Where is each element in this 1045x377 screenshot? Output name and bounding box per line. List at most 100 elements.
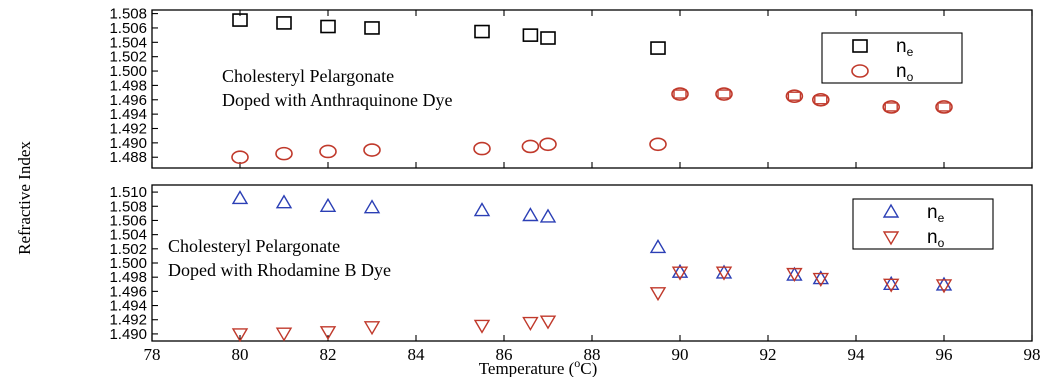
bottom-triangle-up-point xyxy=(473,202,491,217)
x-tick-label: 78 xyxy=(144,345,161,364)
bottom-legend-label-main: n xyxy=(927,227,938,248)
bottom-y-tick-label: 1.492 xyxy=(109,312,147,329)
top-y-tick-label: 1.490 xyxy=(109,135,147,152)
top-y-tick-label: 1.508 xyxy=(109,6,147,23)
bottom-triangle-down-point xyxy=(671,266,689,281)
bottom-triangle-up-point xyxy=(275,194,293,209)
top-circle-point xyxy=(715,87,733,101)
top-legend-label-sub: o xyxy=(907,70,914,84)
bottom-triangle-up-point xyxy=(522,207,539,222)
top-legend-marker xyxy=(851,64,869,78)
x-tick-label: 98 xyxy=(1024,345,1041,364)
bottom-triangle-up-point xyxy=(319,197,337,212)
top-circle-point xyxy=(539,137,557,152)
bottom-y-tick-label: 1.500 xyxy=(109,255,147,272)
bottom-y-tick-label: 1.504 xyxy=(109,227,147,244)
top-annotation-line-2: Doped with Anthraquinone Dye xyxy=(222,90,452,110)
bottom-y-tick-label: 1.510 xyxy=(109,184,147,201)
top-panel: Cholesteryl Pelargonate Doped with Anthr… xyxy=(109,6,1033,169)
top-circle-point xyxy=(785,89,804,103)
bottom-legend-label: ne xyxy=(927,202,945,225)
bottom-triangle-down-point xyxy=(812,272,830,287)
x-tick-label: 84 xyxy=(408,345,426,364)
top-y-tick-label: 1.502 xyxy=(109,49,147,66)
bottom-y-tick-label: 1.506 xyxy=(109,212,147,229)
bottom-legend-label-main: n xyxy=(927,202,938,223)
top-legend-label-main: n xyxy=(896,36,907,57)
bottom-y-tick-label: 1.496 xyxy=(109,283,147,300)
bottom-triangle-up-point xyxy=(231,190,249,205)
x-tick-label: 82 xyxy=(320,345,337,364)
top-y-tick-label: 1.494 xyxy=(109,106,147,123)
bottom-y-tick-label: 1.508 xyxy=(109,198,147,215)
x-tick-label: 96 xyxy=(936,345,953,364)
bottom-triangle-down-point xyxy=(539,315,557,330)
top-y-tick-label: 1.504 xyxy=(109,34,147,51)
top-y-tick-label: 1.488 xyxy=(109,149,147,166)
bottom-y-tick-label: 1.490 xyxy=(109,326,147,343)
bottom-triangle-up-point xyxy=(363,199,381,214)
top-circle-point xyxy=(319,144,337,159)
bottom-annotation-line-1: Cholesteryl Pelargonate xyxy=(168,236,340,256)
top-legend-label-main: n xyxy=(896,61,907,82)
bottom-triangle-up-point xyxy=(649,239,667,254)
top-y-tick-label: 1.492 xyxy=(109,121,147,138)
top-legend-label: ne xyxy=(896,36,914,59)
top-square-point xyxy=(232,13,248,27)
x-axis-label: Temperature (oC) xyxy=(479,356,598,377)
top-overlay-square-point xyxy=(814,95,828,105)
top-overlay-square-point xyxy=(937,102,951,112)
bottom-triangle-down-point xyxy=(231,328,249,343)
x-tick-label: 80 xyxy=(232,345,249,364)
bottom-legend-marker xyxy=(882,203,900,218)
y-axis-label: Refractive Index xyxy=(15,141,34,255)
top-square-point xyxy=(364,21,380,35)
bottom-triangle-down-point xyxy=(786,267,803,283)
bottom-triangle-up-point xyxy=(935,276,953,291)
top-square-point xyxy=(320,19,336,34)
top-overlay-square-point xyxy=(884,102,898,112)
bottom-legend-label: no xyxy=(927,227,945,250)
x-tick-label: 92 xyxy=(760,345,777,364)
top-legend-marker xyxy=(852,39,868,53)
bottom-triangle-up-point xyxy=(882,275,900,290)
top-circle-point xyxy=(671,87,689,101)
x-tick-label: 88 xyxy=(584,345,601,364)
top-square-point xyxy=(650,41,666,55)
x-axis-label-unit: C) xyxy=(580,359,597,377)
bottom-triangle-down-point xyxy=(522,316,539,331)
bottom-y-tick-label: 1.494 xyxy=(109,298,147,315)
bottom-annotation-line-2: Doped with Rhodamine B Dye xyxy=(168,260,391,280)
top-circle-point xyxy=(275,146,293,161)
bottom-y-tick-label: 1.498 xyxy=(109,269,147,286)
x-tick-label: 94 xyxy=(848,345,866,364)
bottom-legend-label-sub: e xyxy=(938,211,945,225)
top-square-point xyxy=(522,28,539,42)
bottom-legend-label-sub: o xyxy=(938,236,945,250)
x-tick-label: 90 xyxy=(672,345,689,364)
bottom-legend-marker xyxy=(882,231,900,246)
bottom-triangle-up-point xyxy=(671,263,689,278)
top-circle-point xyxy=(649,137,667,152)
top-legend-label: no xyxy=(896,61,914,84)
top-circle-point xyxy=(473,141,491,156)
top-y-tick-label: 1.506 xyxy=(109,20,147,37)
x-axis-label-superscript: o xyxy=(574,356,580,370)
top-circle-point xyxy=(521,139,540,154)
top-circle-point xyxy=(935,100,953,114)
bottom-triangle-up-point xyxy=(812,270,830,285)
top-overlay-square-point xyxy=(673,89,687,99)
bottom-triangle-down-point xyxy=(363,321,381,336)
top-y-tick-label: 1.496 xyxy=(109,92,147,109)
bottom-triangle-up-point xyxy=(539,208,557,223)
bottom-triangle-down-point xyxy=(275,327,293,342)
bottom-triangle-down-point xyxy=(649,287,667,302)
bottom-triangle-down-point xyxy=(882,278,900,293)
x-axis-label-text: Temperature ( xyxy=(479,359,575,377)
top-legend-label-sub: e xyxy=(907,45,914,59)
top-circle-point xyxy=(811,92,830,107)
bottom-triangle-down-point xyxy=(319,326,337,341)
